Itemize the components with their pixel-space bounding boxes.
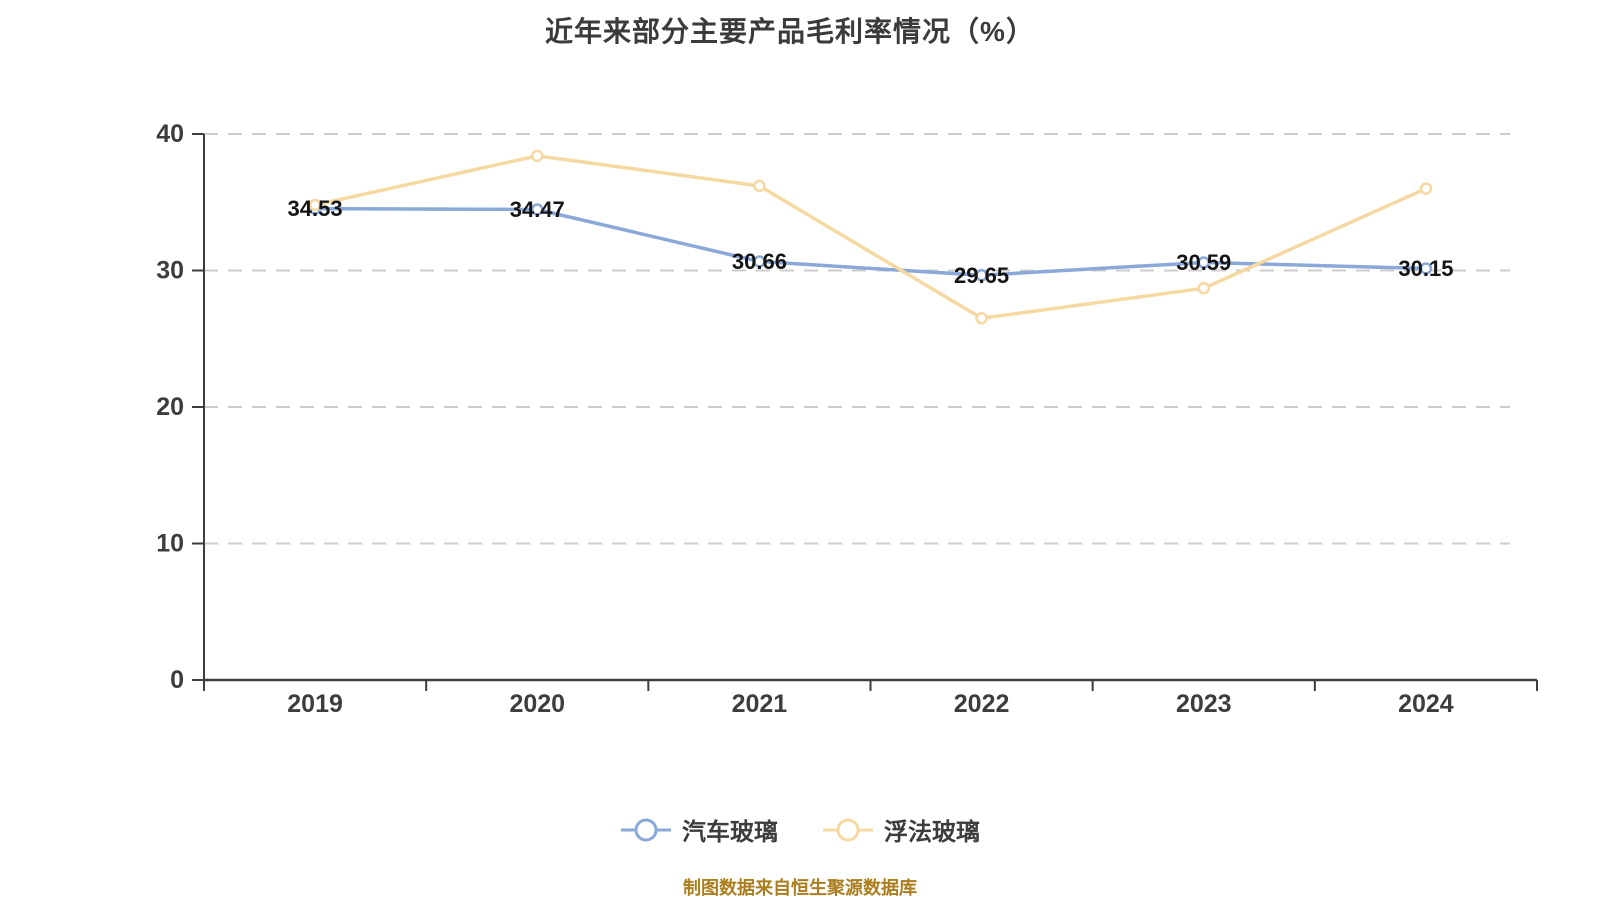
- data-label: 34.53: [288, 196, 343, 221]
- x-axis-label: 2024: [1398, 690, 1454, 718]
- line-marker-icon: [621, 818, 671, 841]
- data-point: [308, 198, 322, 212]
- chart-legend: 汽车玻璃 浮法玻璃: [0, 812, 1600, 847]
- data-point: [753, 179, 766, 193]
- legend-item-auto-glass[interactable]: 汽车玻璃: [620, 812, 778, 847]
- legend-label-float-glass: 浮法玻璃: [884, 819, 980, 846]
- y-axis-label: 40: [156, 120, 184, 148]
- data-source-note: 制图数据来自恒生聚源数据库: [683, 878, 917, 898]
- data-point: [975, 312, 988, 325]
- data-point: [1197, 256, 1210, 269]
- legend-item-float-glass[interactable]: 浮法玻璃: [822, 812, 980, 847]
- data-point: [753, 255, 766, 268]
- y-axis-label: 0: [170, 666, 184, 694]
- y-axis-label: 20: [156, 393, 184, 421]
- x-axis-label: 2019: [287, 690, 343, 718]
- data-label: 29.65: [954, 263, 1009, 288]
- x-axis-label: 2022: [954, 690, 1010, 718]
- data-label: 30.66: [732, 249, 787, 274]
- series-line-auto-glass: [313, 206, 1428, 278]
- data-label: 30.59: [1176, 250, 1231, 275]
- data-point: [1419, 262, 1433, 275]
- data-point: [975, 269, 988, 282]
- data-point: [531, 203, 544, 216]
- x-axis-label: 2020: [509, 690, 565, 718]
- legend-label-auto-glass: 汽车玻璃: [682, 819, 778, 846]
- data-point: [1419, 182, 1433, 195]
- page-title: 近年来部分主要产品毛利率情况（%）: [545, 16, 1035, 47]
- series-line-float-glass: [313, 154, 1428, 321]
- data-point: [1197, 281, 1210, 295]
- x-axis-label: 2021: [732, 690, 788, 718]
- data-point: [531, 149, 544, 163]
- data-label: 34.47: [510, 197, 565, 222]
- line-marker-icon: [823, 818, 873, 841]
- y-axis-label: 30: [156, 257, 184, 285]
- chart-canvas: 0 10 20 30 40 2019 2020 2021 2022 2023 2024 34.53 34…: [156, 120, 1538, 718]
- x-axis-label: 2023: [1176, 690, 1232, 718]
- y-axis-label: 10: [156, 530, 184, 558]
- data-label: 30.15: [1398, 256, 1453, 281]
